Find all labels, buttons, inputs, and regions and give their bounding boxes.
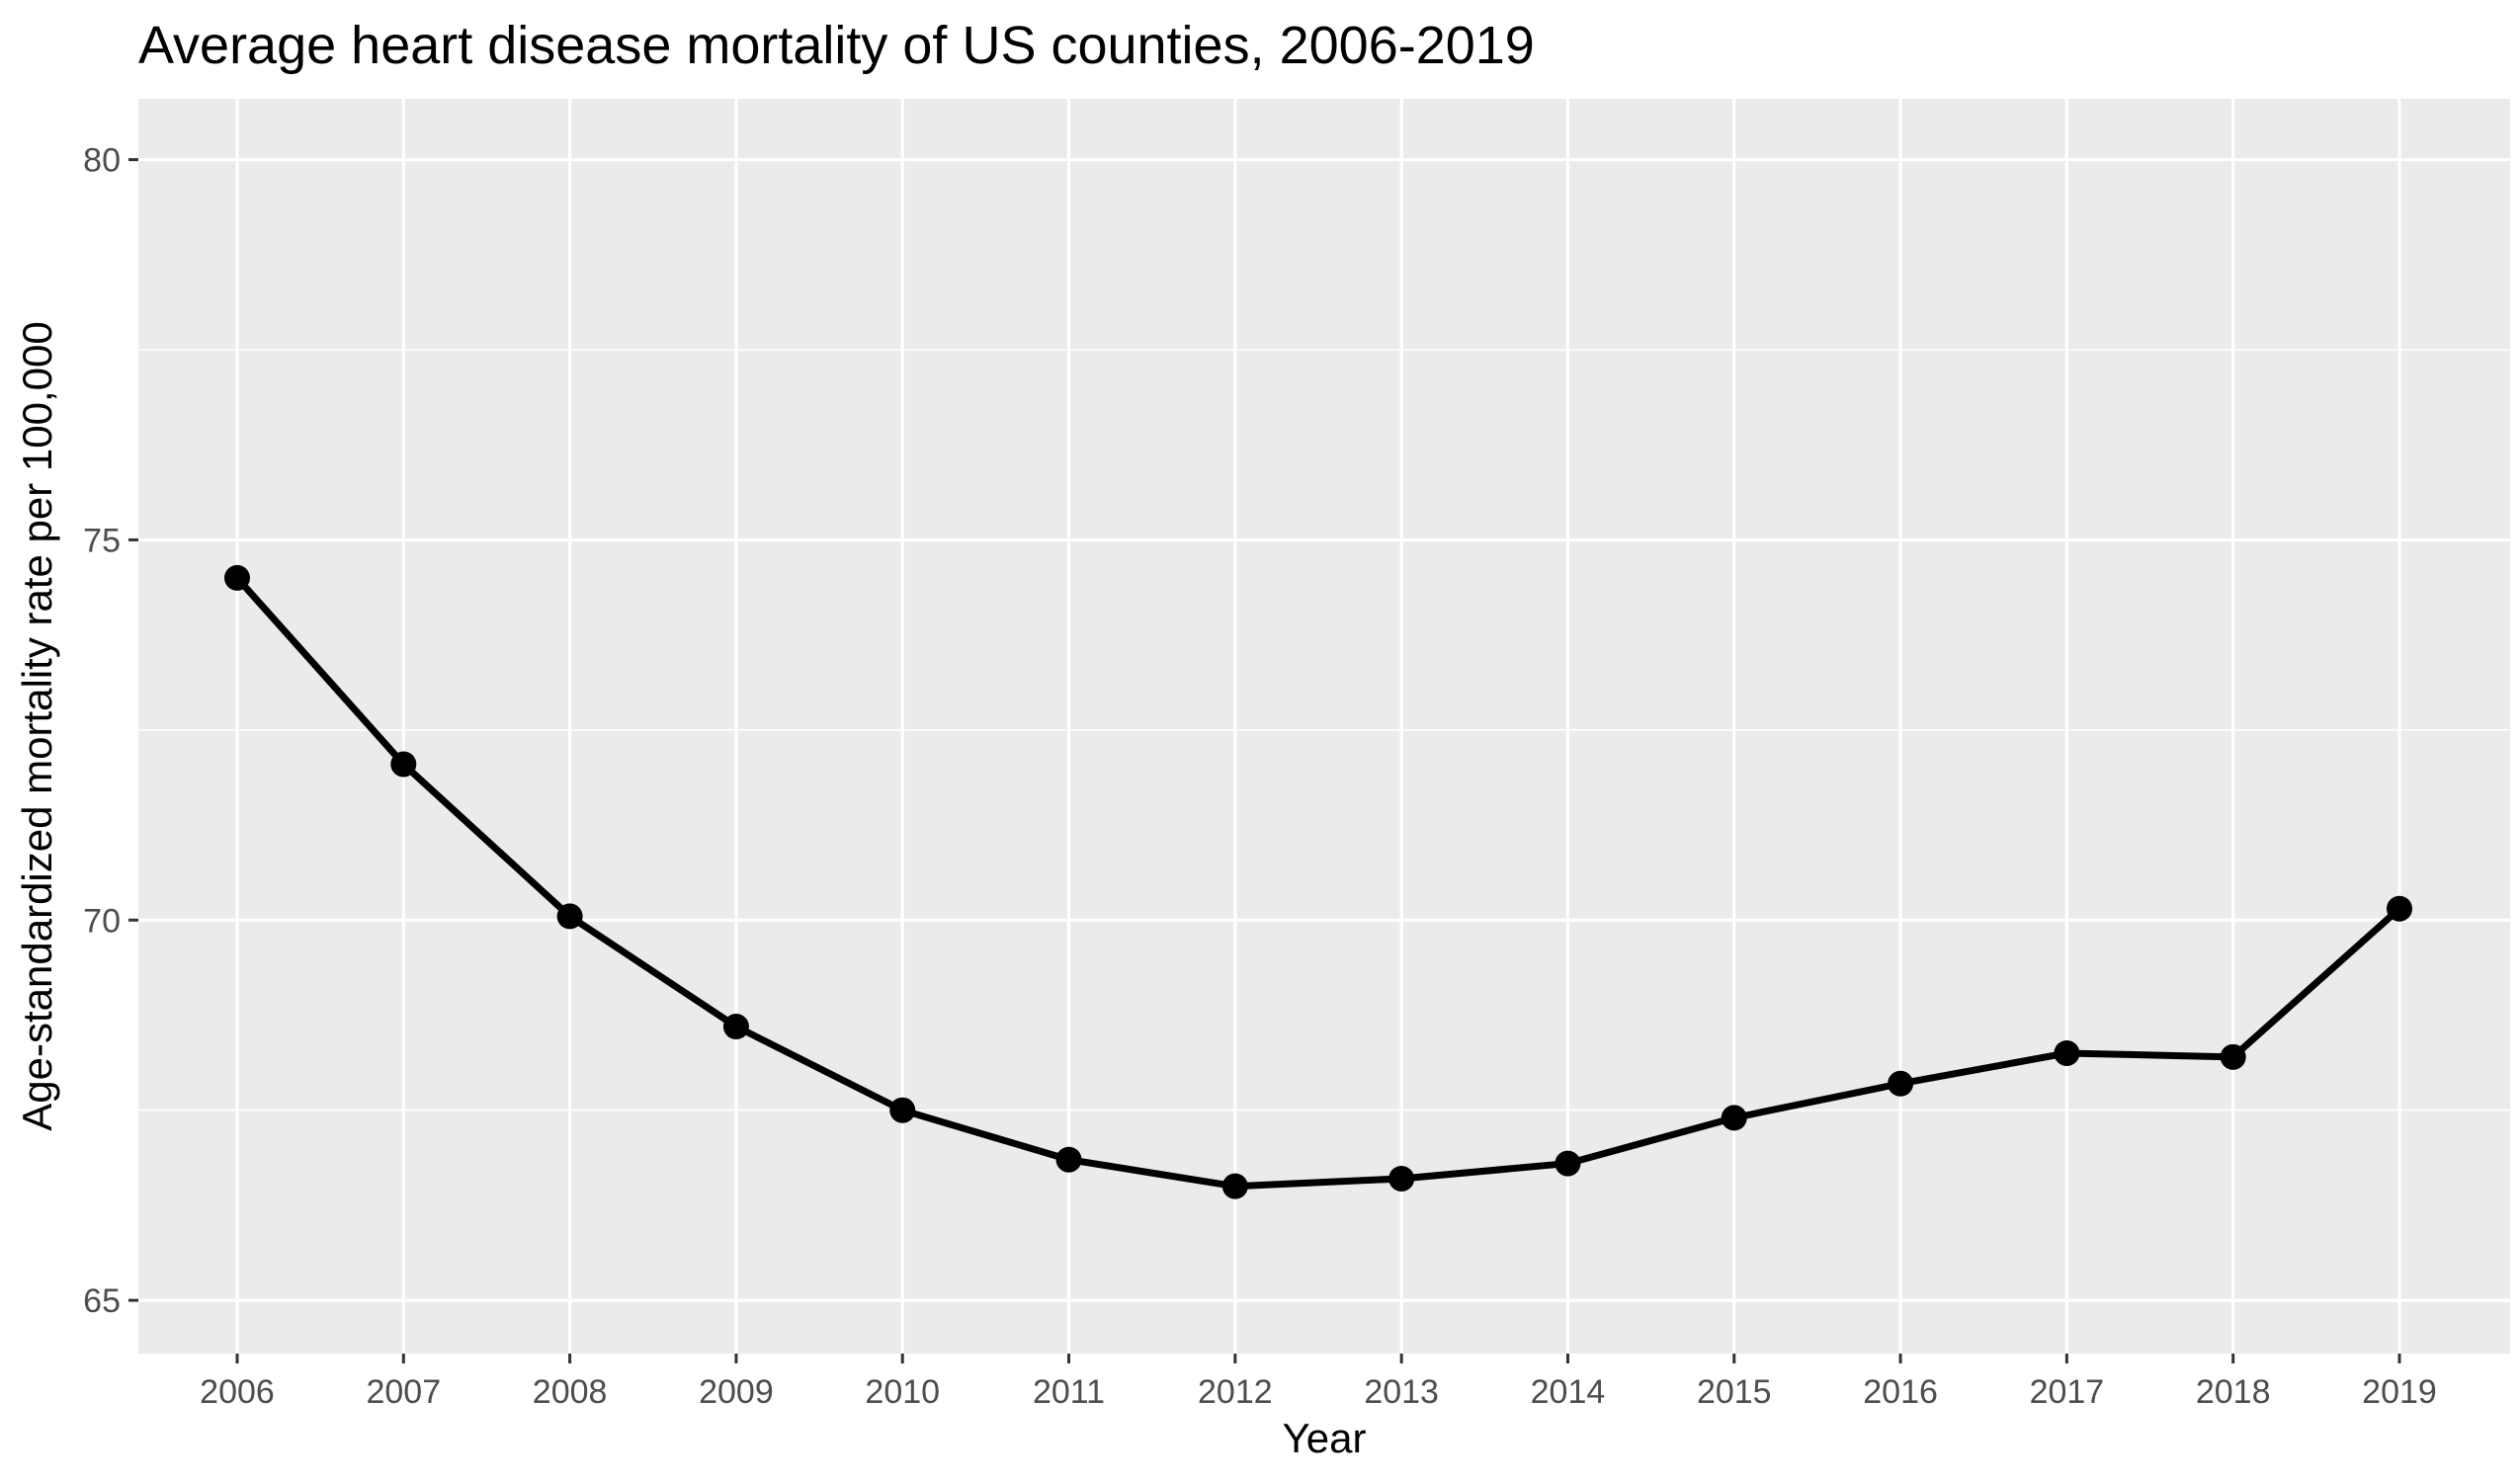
- x-tick-label: 2012: [1198, 1373, 1273, 1411]
- x-tick-label: 2017: [2030, 1373, 2105, 1411]
- x-tick-label: 2015: [1697, 1373, 1772, 1411]
- x-tick-label: 2009: [699, 1373, 774, 1411]
- data-point: [1055, 1146, 1082, 1173]
- x-tick-label: 2011: [1033, 1373, 1105, 1411]
- x-tick-label: 2006: [200, 1373, 275, 1411]
- x-tick-label: 2018: [2196, 1373, 2271, 1411]
- x-axis-title: Year: [1283, 1415, 1367, 1461]
- data-point: [1721, 1105, 1747, 1131]
- data-point: [1554, 1150, 1581, 1177]
- x-tick-label: 2008: [533, 1373, 608, 1411]
- series-layer: [224, 564, 2412, 1199]
- x-tick-label: 2019: [2362, 1373, 2437, 1411]
- plot-panel: [138, 99, 2510, 1354]
- data-point: [1888, 1070, 1914, 1097]
- x-tick-label: 2013: [1364, 1373, 1439, 1411]
- y-axis-title: Age-standardized mortality rate per 100,…: [14, 321, 60, 1130]
- chart-title: Average heart disease mortality of US co…: [138, 16, 1535, 75]
- y-tick-label: 65: [83, 1282, 121, 1320]
- data-point: [390, 751, 417, 778]
- data-point: [1388, 1165, 1415, 1192]
- data-point: [2387, 895, 2412, 922]
- y-tick-label: 75: [83, 522, 121, 559]
- data-point: [722, 1014, 749, 1040]
- x-axis: 2006 2007 2008 2009 2010 2011 2012 2013 2014 2015…: [200, 1354, 2437, 1411]
- data-point: [2054, 1039, 2080, 1066]
- y-tick-label: 80: [83, 142, 121, 180]
- major-gridlines: [138, 99, 2510, 1354]
- x-tick-label: 2007: [366, 1373, 441, 1411]
- minor-gridlines: [138, 349, 2510, 1112]
- x-tick-label: 2010: [865, 1373, 940, 1411]
- data-point: [1221, 1173, 1248, 1199]
- data-point: [224, 564, 250, 591]
- data-point: [889, 1097, 916, 1123]
- series-line: [233, 574, 2403, 1191]
- data-point: [2220, 1043, 2246, 1070]
- x-tick-label: 2014: [1531, 1373, 1606, 1411]
- x-tick-label: 2016: [1863, 1373, 1938, 1411]
- y-tick-label: 70: [83, 902, 121, 940]
- data-point: [556, 903, 583, 930]
- y-axis: 65 70 75 80: [83, 142, 138, 1320]
